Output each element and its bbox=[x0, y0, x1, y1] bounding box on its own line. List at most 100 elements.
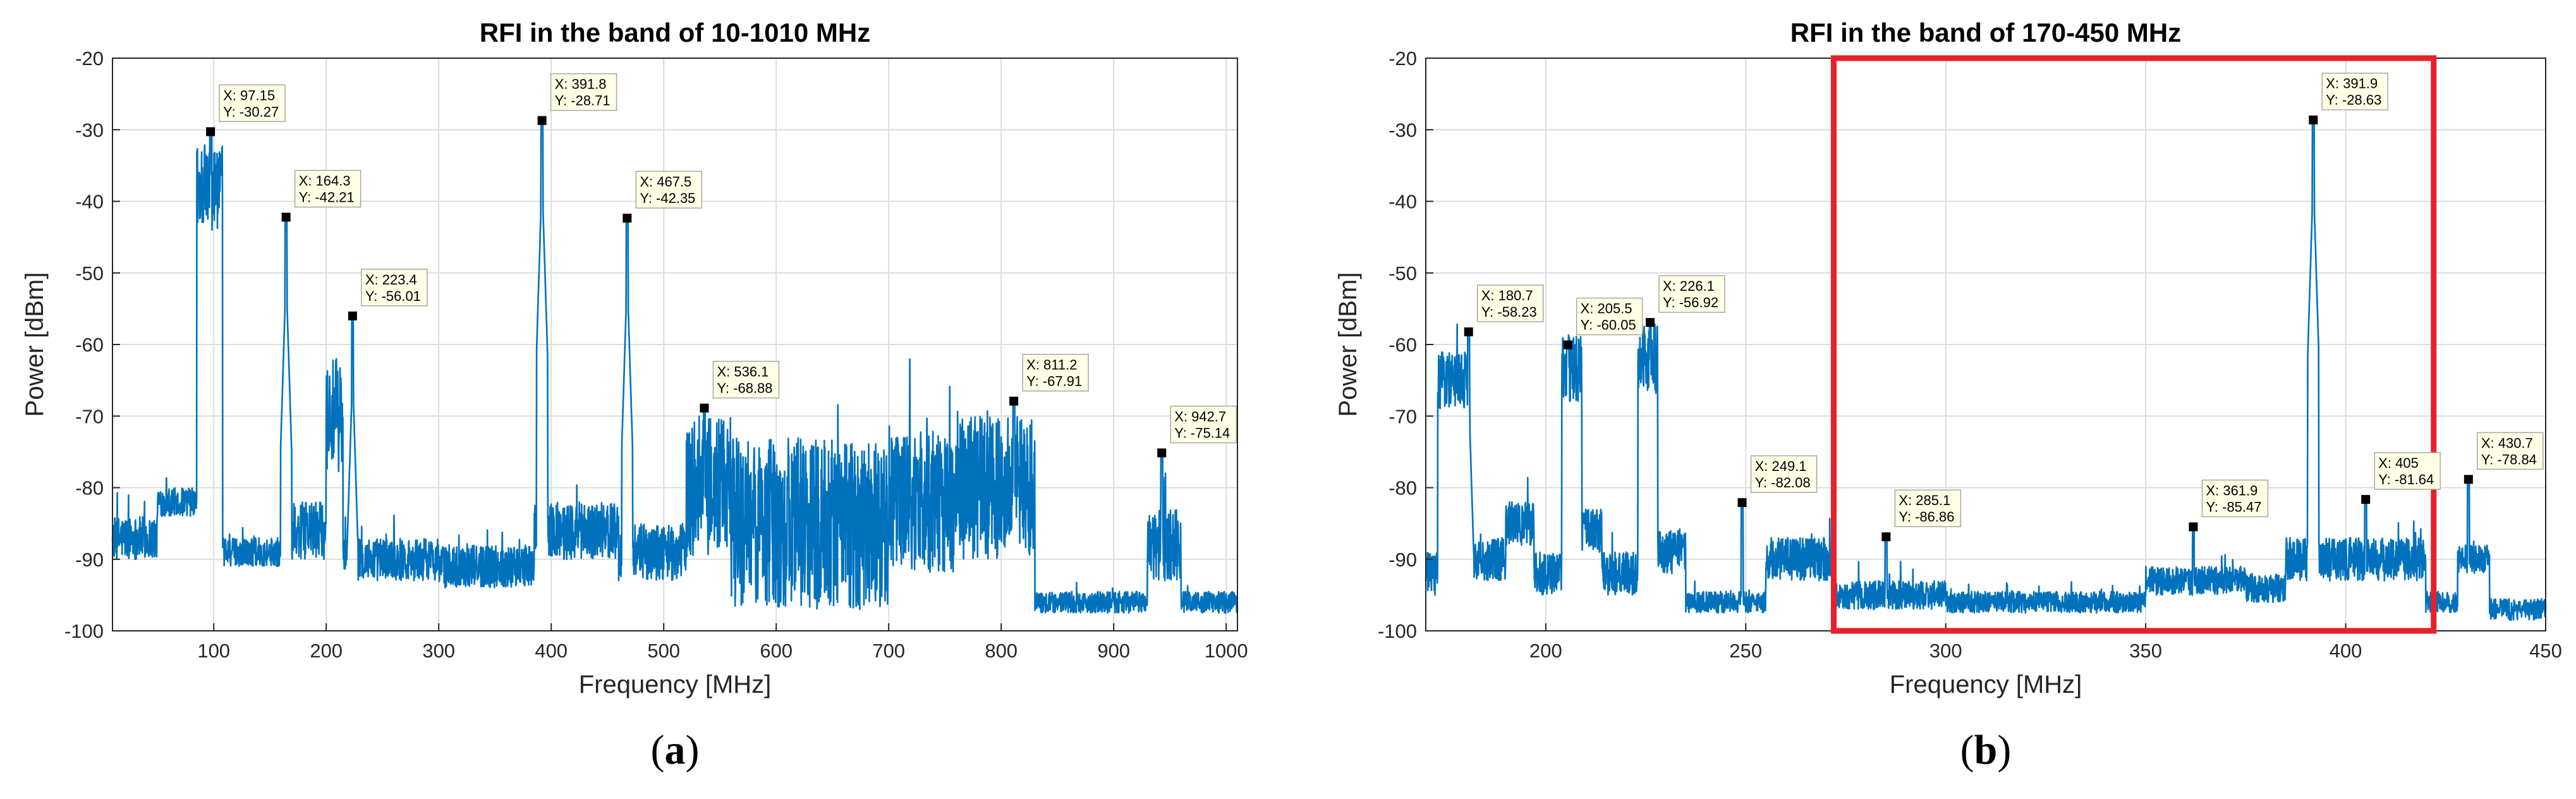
chart-panel-a: 100 200 300 400 500 600 700 800 900 1000 -20 -30 -40… bbox=[21, 18, 1248, 773]
datatip-box bbox=[294, 169, 361, 208]
datatip-box bbox=[1658, 275, 1725, 313]
y-tick-label: -40 bbox=[75, 191, 104, 213]
datatip-y-label: Y: -28.71 bbox=[555, 93, 611, 109]
datatip-marker bbox=[281, 212, 291, 222]
y-tick-label: -50 bbox=[1388, 262, 1417, 284]
datatip-box bbox=[1750, 455, 1818, 493]
x-tick-label: 450 bbox=[2529, 640, 2562, 662]
datatip-x-label: X: 97.15 bbox=[223, 87, 275, 103]
caption-open-paren: ( bbox=[1960, 727, 1974, 773]
datatip-box bbox=[712, 360, 780, 399]
datatip-x-label: X: 430.7 bbox=[2481, 435, 2533, 451]
caption-close-paren: ) bbox=[1997, 727, 2011, 773]
datatip-y-label: Y: -42.35 bbox=[640, 190, 695, 206]
datatip-y-label: Y: -42.21 bbox=[299, 190, 355, 205]
datatip-box bbox=[1170, 405, 1237, 444]
x-tick-label: 350 bbox=[2129, 640, 2162, 662]
datatip: X: 223.4Y: -56.01 bbox=[348, 269, 428, 320]
chart-a-svg: 100 200 300 400 500 600 700 800 900 1000 -20 -30 -40… bbox=[21, 18, 1248, 773]
datatip: X: 180.7Y: -58.23 bbox=[1464, 284, 1544, 336]
datatip-marker bbox=[623, 214, 632, 223]
datatip-x-label: X: 391.9 bbox=[2326, 76, 2378, 92]
x-tick-label: 400 bbox=[2330, 640, 2362, 662]
datatip-box bbox=[1576, 297, 1643, 336]
datatip-box bbox=[2321, 72, 2389, 111]
datatip-y-label: Y: -82.08 bbox=[1755, 475, 1811, 491]
y-tick-label: -70 bbox=[1388, 405, 1417, 427]
datatip: X: 205.5Y: -60.05 bbox=[1563, 297, 1643, 350]
y-tick-label: -20 bbox=[1388, 47, 1417, 70]
datatip-y-label: Y: -28.63 bbox=[2326, 92, 2381, 108]
datatip-box bbox=[1022, 353, 1089, 392]
y-tick-label: -100 bbox=[1378, 620, 1417, 642]
datatip-x-label: X: 223.4 bbox=[365, 272, 417, 288]
x-tick-label: 200 bbox=[1529, 640, 1562, 662]
datatip-marker bbox=[2309, 115, 2318, 125]
chart-b-svg: 200 250 300 350 400 450 -20 -30 -40 -50 -60 -70 -80 -… bbox=[1334, 18, 2562, 773]
datatip: X: 467.5Y: -42.35 bbox=[623, 171, 703, 223]
y-tick-label: -90 bbox=[1388, 549, 1417, 571]
datatip-marker bbox=[1009, 396, 1019, 406]
x-tick-label: 200 bbox=[310, 640, 343, 662]
datatip-marker bbox=[1563, 340, 1572, 350]
y-tick-label: -80 bbox=[1388, 477, 1417, 499]
x-tick-label: 600 bbox=[760, 640, 793, 662]
datatip-y-label: Y: -30.27 bbox=[223, 104, 279, 119]
y-tick-label: -30 bbox=[75, 119, 104, 141]
x-tick-label: 300 bbox=[1929, 640, 1962, 662]
datatip-x-label: X: 467.5 bbox=[640, 174, 691, 190]
datatip-marker bbox=[1464, 327, 1473, 336]
panel-caption: (a) bbox=[651, 727, 700, 773]
datatip-y-label: Y: -81.64 bbox=[2378, 472, 2434, 487]
panel-caption: (b) bbox=[1960, 727, 2012, 773]
datatip: X: 249.1Y: -82.08 bbox=[1737, 455, 1818, 508]
x-tick-label: 1000 bbox=[1205, 640, 1248, 662]
datatip-y-label: Y: -68.88 bbox=[717, 381, 772, 396]
datatip: X: 285.1Y: -86.86 bbox=[1881, 489, 1962, 542]
x-axis-label: Frequency [MHz] bbox=[579, 671, 772, 698]
datatip-x-label: X: 391.8 bbox=[555, 76, 607, 92]
datatip-x-label: X: 536.1 bbox=[717, 364, 769, 380]
datatip-y-label: Y: -56.92 bbox=[1663, 295, 1718, 310]
datatip-x-label: X: 205.5 bbox=[1581, 301, 1632, 317]
datatip-box bbox=[550, 73, 617, 111]
chart-panel-b: 200 250 300 350 400 450 -20 -30 -40 -50 -60 -70 -80 -… bbox=[1288, 0, 2576, 799]
datatip: X: 226.1Y: -56.92 bbox=[1646, 275, 1725, 327]
datatip-box bbox=[1476, 284, 1544, 322]
datatip-marker bbox=[1881, 532, 1891, 542]
datatip: X: 942.7Y: -75.14 bbox=[1157, 405, 1237, 458]
datatip-marker bbox=[1737, 498, 1747, 508]
caption-letter: b bbox=[1974, 727, 1998, 773]
power-spectrum-line bbox=[111, 119, 1239, 614]
datatip: X: 391.9Y: -28.63 bbox=[2309, 72, 2389, 125]
y-tick-label: -20 bbox=[75, 47, 104, 70]
datatip: X: 811.2Y: -67.91 bbox=[1009, 353, 1089, 406]
y-tick-label: -100 bbox=[64, 620, 104, 642]
x-tick-label: 100 bbox=[197, 640, 230, 662]
datatip-box bbox=[2201, 479, 2269, 518]
y-tick-label: -70 bbox=[75, 405, 104, 427]
y-tick-label: -60 bbox=[1388, 334, 1417, 356]
y-tick-label: -90 bbox=[75, 549, 104, 571]
datatip-marker bbox=[2361, 495, 2371, 504]
datatip-box bbox=[2477, 432, 2544, 470]
datatip-x-label: X: 226.1 bbox=[1663, 278, 1715, 294]
datatip: X: 536.1Y: -68.88 bbox=[700, 360, 780, 413]
y-tick-label: -30 bbox=[1388, 119, 1417, 141]
datatip-y-label: Y: -85.47 bbox=[2206, 499, 2261, 515]
x-tick-label: 900 bbox=[1097, 640, 1130, 662]
chart-title: RFI in the band of 10-1010 MHz bbox=[480, 18, 870, 47]
datatip: X: 97.15Y: -30.27 bbox=[206, 84, 286, 137]
caption-letter: a bbox=[665, 727, 686, 773]
datatip-x-label: X: 942.7 bbox=[1174, 408, 1226, 424]
x-tick-label: 700 bbox=[872, 640, 905, 662]
datatip-y-label: Y: -58.23 bbox=[1481, 304, 1537, 320]
y-tick-label: -50 bbox=[75, 262, 104, 284]
y-tick-label: -60 bbox=[75, 334, 104, 356]
datatip-y-label: Y: -75.14 bbox=[1174, 425, 1230, 441]
datatip-marker bbox=[1157, 448, 1167, 458]
datatip-y-label: Y: -56.01 bbox=[365, 288, 421, 304]
datatip-x-label: X: 285.1 bbox=[1899, 492, 1950, 508]
highlight-box bbox=[1831, 55, 2437, 634]
